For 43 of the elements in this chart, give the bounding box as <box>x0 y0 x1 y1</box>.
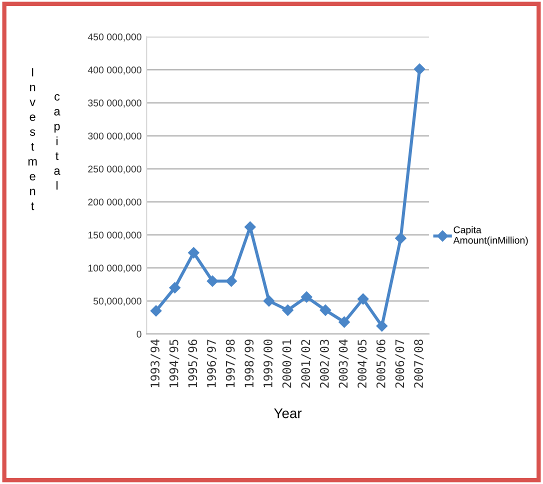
x-tick-label: 2003/04 <box>338 339 349 388</box>
x-tick-label: 2002/03 <box>320 340 330 388</box>
x-tick-label: 1997/98 <box>226 340 236 388</box>
point <box>263 295 275 307</box>
point <box>169 282 180 294</box>
point <box>357 293 369 305</box>
point <box>395 232 406 244</box>
y-tick-label: 350 000,000 <box>88 100 142 108</box>
x-tick-label: 2007/08 <box>414 340 424 388</box>
point <box>320 304 332 316</box>
y-tick-label: 200 000,000 <box>88 198 142 207</box>
point <box>206 276 218 287</box>
x-tick-label: 1995/96 <box>188 340 198 388</box>
point <box>188 247 200 258</box>
y-tick-label: 450 000,000 <box>88 34 142 42</box>
point <box>301 291 312 303</box>
y-tick-label: 250 000,000 <box>88 166 142 174</box>
y-tick-label: 400 000,000 <box>88 66 142 75</box>
legend-label: Capita Amount(inMillion) <box>453 226 528 246</box>
x-tick-label: 1994/95 <box>169 340 180 388</box>
text: Investment capital <box>28 68 60 210</box>
point <box>338 316 350 328</box>
x-tick-label: 1998/99 <box>244 340 255 388</box>
x-tick-label: 2006/07 <box>395 340 406 388</box>
y-tick-label: 300 000,000 <box>88 132 142 141</box>
point <box>376 320 388 332</box>
y-tick-label: 100 000,000 <box>88 264 142 273</box>
y-tick-label: 50,000,000 <box>93 298 142 306</box>
x-tick-label: 1999/00 <box>263 340 274 388</box>
y-tick-label: 150 000,000 <box>88 232 142 240</box>
x-tick-label: 1996/97 <box>207 340 217 388</box>
y-tick-label: 0 <box>136 330 142 338</box>
x-tick-label: 2004/05 <box>358 340 368 388</box>
x-tick-label: 2000/01 <box>282 340 292 388</box>
point <box>282 304 294 316</box>
point <box>226 276 237 287</box>
point <box>244 221 256 233</box>
x-axis-title: Year <box>274 408 302 418</box>
x-tick-label: 2001/02 <box>301 340 311 388</box>
x-tick-label: 1993/94 <box>150 339 160 388</box>
point <box>150 305 162 316</box>
point <box>414 64 426 75</box>
x-tick-label: 2005/06 <box>376 340 386 388</box>
